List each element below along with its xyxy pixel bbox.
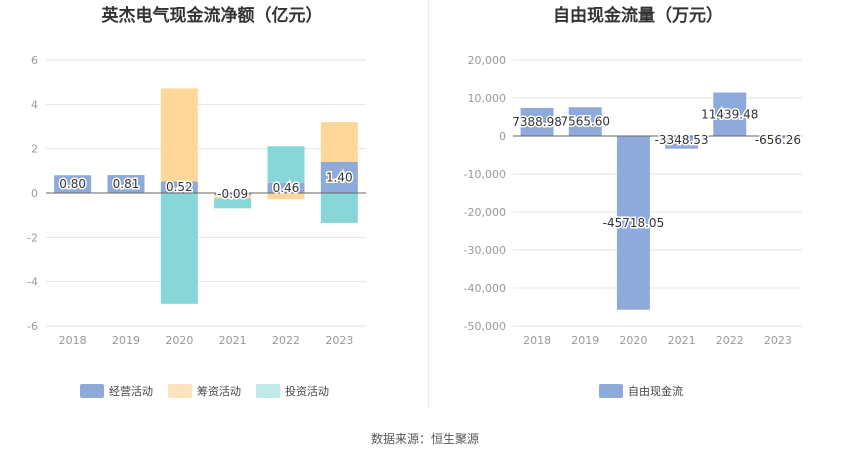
x-tick-label: 2022 xyxy=(272,334,300,347)
data-label: 11439.48 xyxy=(701,107,758,121)
bar-经营活动[interactable] xyxy=(320,161,358,193)
x-tick-label: 2020 xyxy=(619,334,647,347)
data-label: -3348.53 xyxy=(655,133,709,147)
y-tick-label: 10,000 xyxy=(468,92,507,105)
bar-筹资活动[interactable] xyxy=(320,122,358,162)
data-label: 0.46 xyxy=(273,181,300,195)
legend-swatch[interactable] xyxy=(80,384,104,398)
y-tick-label: 20,000 xyxy=(468,54,507,67)
legend-swatch[interactable] xyxy=(599,384,623,398)
x-tick-label: 2018 xyxy=(59,334,87,347)
data-label: 1.40 xyxy=(326,170,353,184)
bar-自由现金流[interactable] xyxy=(665,136,699,149)
bar-自由现金流[interactable] xyxy=(713,92,747,136)
bar-投资活动[interactable] xyxy=(267,146,305,183)
data-label: 0.80 xyxy=(59,177,86,191)
cash-flow-net-chart: 英杰电气现金流净额（亿元） 6 4 2 0 -2 -4 -6 0.80 0.81 0.52 -0.… xyxy=(27,5,366,398)
y-tick-label: 0 xyxy=(499,130,506,143)
bar-自由现金流[interactable] xyxy=(568,107,602,136)
chart-title: 自由现金流量（万元） xyxy=(553,5,723,26)
y-tick-label: 4 xyxy=(31,98,38,111)
legend[interactable]: 经营活动 筹资活动 投资活动 xyxy=(80,384,329,398)
y-tick-label: -20,000 xyxy=(464,206,506,219)
x-tick-label: 2019 xyxy=(112,334,140,347)
x-axis-tick-labels: 2018 2019 2020 2021 2022 2023 xyxy=(59,334,354,347)
grid-lines xyxy=(513,59,802,327)
y-tick-label: -6 xyxy=(27,320,38,333)
y-axis-tick-labels: 6 4 2 0 -2 -4 -6 xyxy=(27,54,38,333)
bar-经营活动[interactable] xyxy=(214,193,252,195)
data-source-note: 数据来源：恒生聚源 xyxy=(370,432,479,446)
x-tick-label: 2021 xyxy=(668,334,696,347)
data-label: 7388.98 xyxy=(512,115,562,129)
y-tick-label: -30,000 xyxy=(464,244,506,257)
x-tick-label: 2018 xyxy=(523,334,551,347)
data-label: -0.09 xyxy=(217,187,248,201)
bar-series xyxy=(46,88,366,304)
legend-label[interactable]: 投资活动 xyxy=(285,384,329,398)
legend-swatch[interactable] xyxy=(168,384,192,398)
bar-series xyxy=(513,92,802,310)
bar-经营活动[interactable] xyxy=(160,181,198,193)
data-label: 0.52 xyxy=(166,180,193,194)
x-tick-label: 2023 xyxy=(325,334,353,347)
bar-经营活动[interactable] xyxy=(107,175,145,193)
y-tick-label: 6 xyxy=(31,54,38,67)
x-tick-label: 2020 xyxy=(165,334,193,347)
bar-投资活动[interactable] xyxy=(160,193,198,304)
chart-title: 英杰电气现金流净额（亿元） xyxy=(102,5,323,26)
x-tick-label: 2021 xyxy=(219,334,247,347)
data-label: -45718.05 xyxy=(603,216,665,230)
data-label: 0.81 xyxy=(113,177,140,191)
bar-自由现金流[interactable] xyxy=(761,136,795,139)
x-tick-label: 2023 xyxy=(764,334,792,347)
legend[interactable]: 自由现金流 xyxy=(599,384,683,398)
legend-label[interactable]: 筹资活动 xyxy=(197,384,241,398)
data-labels: 0.80 0.81 0.52 -0.09 0.46 1.40 xyxy=(58,169,354,203)
bar-筹资活动[interactable] xyxy=(267,193,305,200)
bar-筹资活动[interactable] xyxy=(214,194,252,199)
x-axis-tick-labels: 2018 2019 2020 2021 2022 2023 xyxy=(523,334,792,347)
x-tick-label: 2019 xyxy=(571,334,599,347)
legend-swatch[interactable] xyxy=(256,384,280,398)
bar-投资活动[interactable] xyxy=(320,193,358,223)
y-tick-label: 2 xyxy=(31,143,38,156)
y-tick-label: -50,000 xyxy=(464,320,506,333)
y-tick-label: -10,000 xyxy=(464,168,506,181)
data-label: -656.26 xyxy=(755,133,801,147)
bar-经营活动[interactable] xyxy=(267,182,305,193)
free-cash-flow-chart: 自由现金流量（万元） 20,000 10,000 0 -10,000 -20,000 -3… xyxy=(464,5,803,398)
x-tick-label: 2022 xyxy=(716,334,744,347)
chart-divider xyxy=(428,0,429,408)
data-label: 7565.60 xyxy=(560,115,610,129)
y-tick-label: -4 xyxy=(27,276,38,289)
bar-自由现金流[interactable] xyxy=(520,107,554,136)
bar-经营活动[interactable] xyxy=(54,175,92,193)
legend-label[interactable]: 经营活动 xyxy=(109,384,153,398)
bar-投资活动[interactable] xyxy=(214,198,252,209)
y-tick-label: -2 xyxy=(27,231,38,244)
y-axis-tick-labels: 20,000 10,000 0 -10,000 -20,000 -30,000 -40,00… xyxy=(464,54,506,333)
bar-自由现金流[interactable] xyxy=(616,136,650,310)
y-tick-label: -40,000 xyxy=(464,282,506,295)
bar-筹资活动[interactable] xyxy=(160,88,198,182)
y-tick-label: 0 xyxy=(31,187,38,200)
legend-label[interactable]: 自由现金流 xyxy=(628,384,683,398)
